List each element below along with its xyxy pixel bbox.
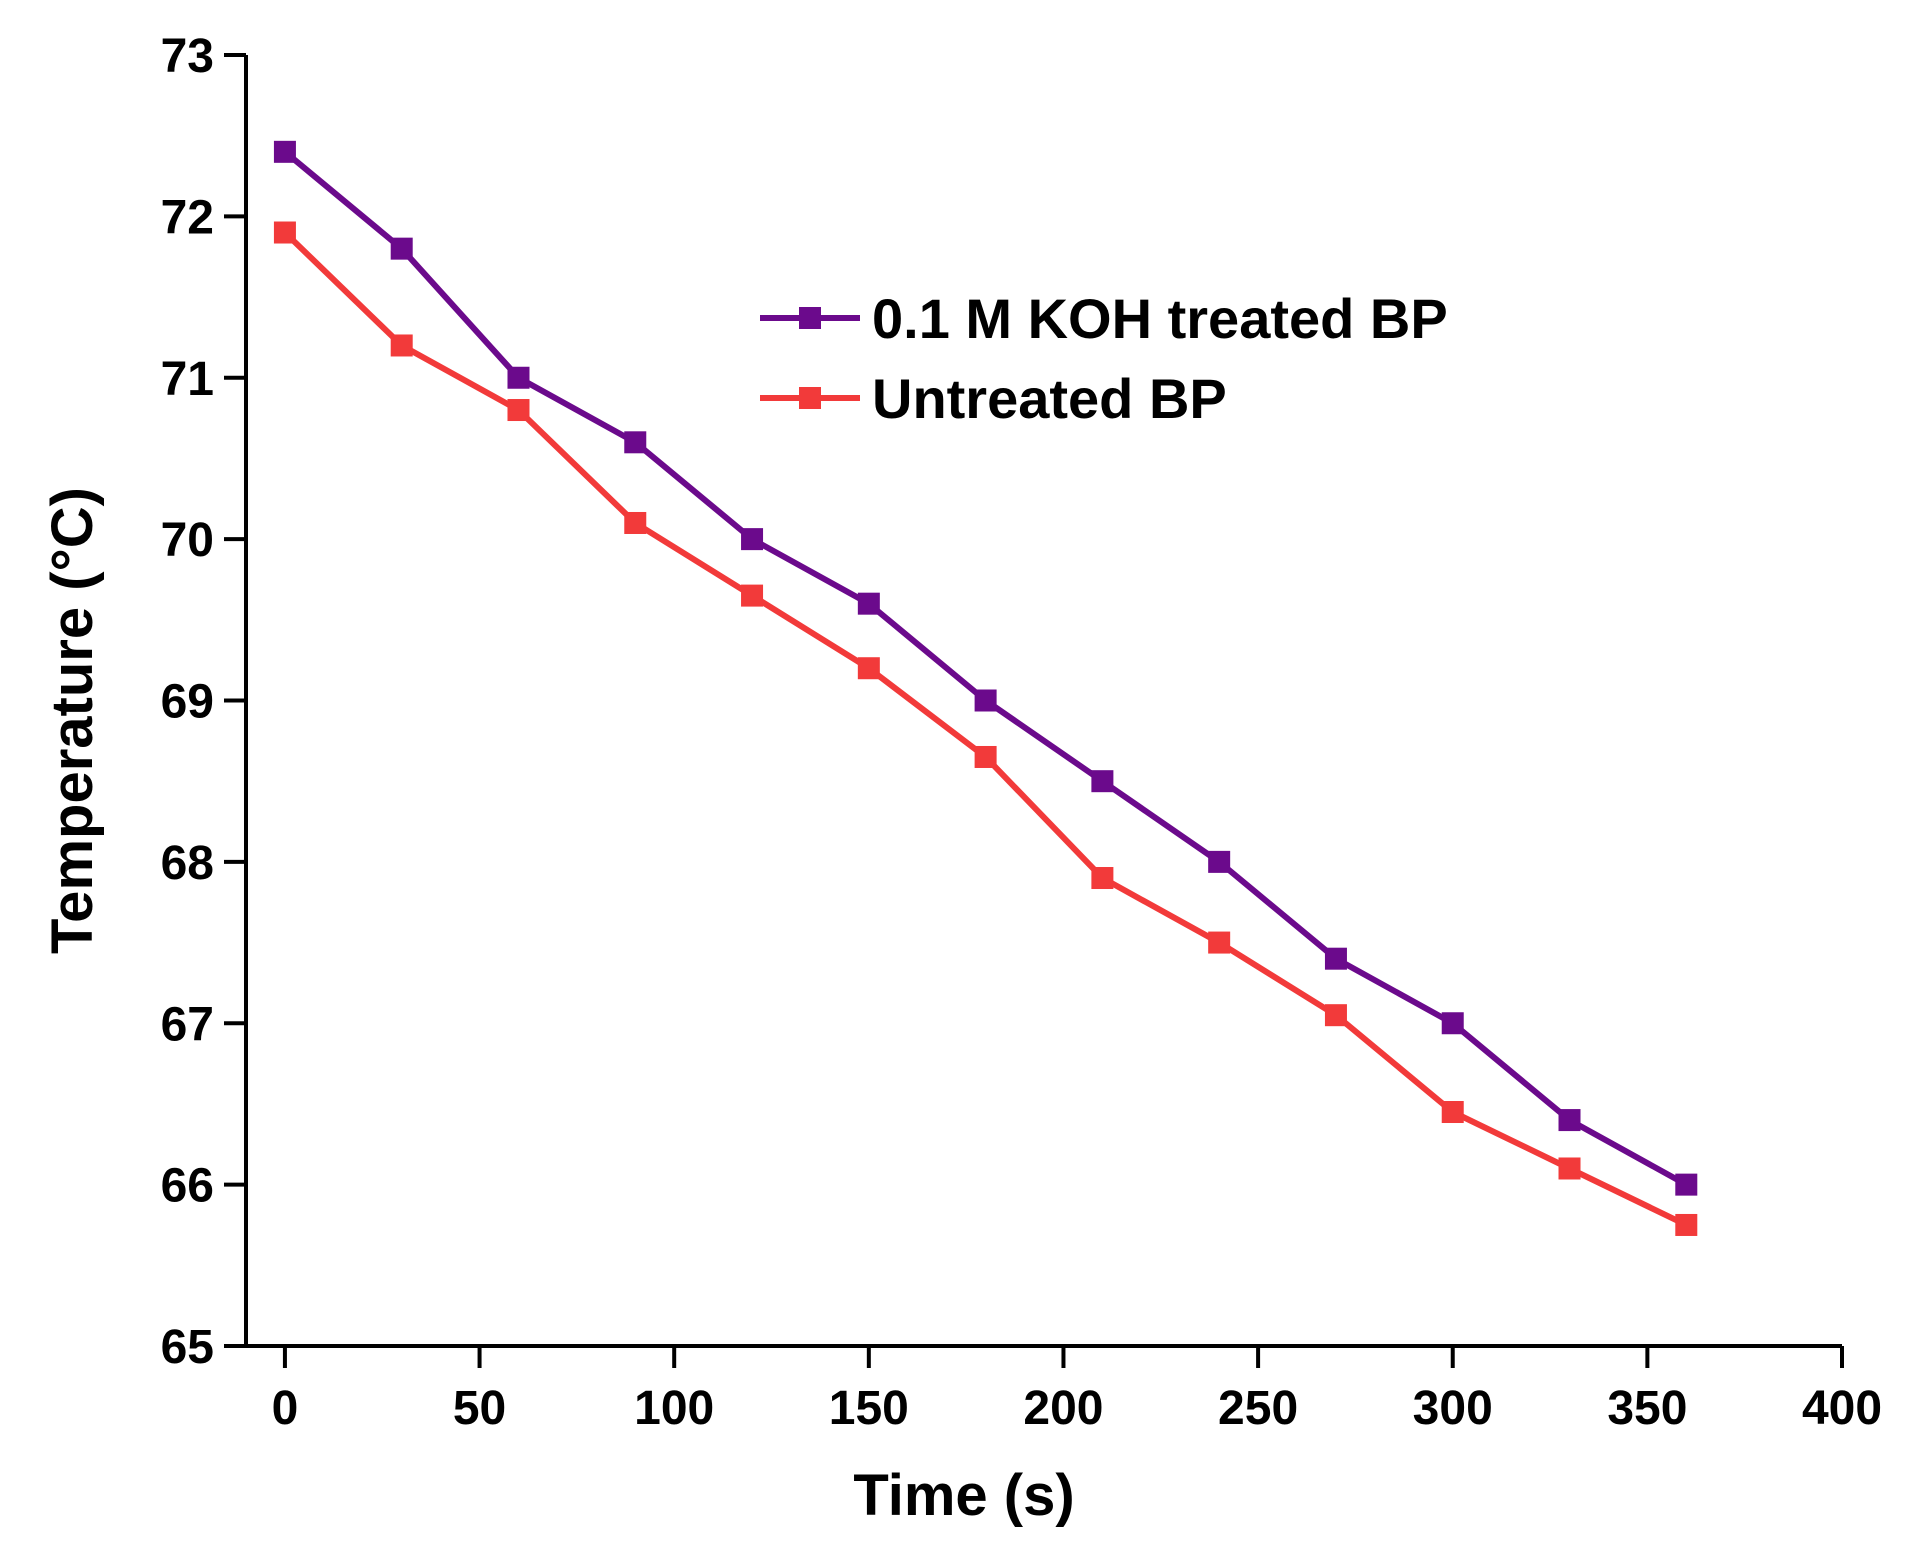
data-point [507,366,530,389]
data-point [1558,1109,1581,1132]
data-point [390,334,413,357]
x-tick-label: 350 [1607,1382,1687,1435]
x-tick-label: 400 [1802,1382,1882,1435]
data-point [1091,770,1114,793]
data-point [741,528,764,551]
y-tick-label: 65 [161,1321,214,1374]
data-point [273,140,296,163]
y-tick-label: 71 [161,353,214,406]
data-point [1675,1213,1698,1236]
x-tick-label: 150 [829,1382,909,1435]
data-point [1324,947,1347,970]
y-tick-label: 66 [161,1160,214,1213]
legend-swatch-marker-untreated [799,387,821,409]
x-axis-ticks: 0 50 100 150 200 250 300 350 400 [272,1346,1882,1435]
data-point [741,584,764,607]
data-point [1675,1173,1698,1196]
y-tick-label: 68 [161,837,214,890]
y-axis-title: Temperature (°C) [40,487,105,954]
x-tick-label: 50 [453,1382,506,1435]
x-axis-title: Time (s) [853,1463,1074,1528]
data-point [1208,931,1231,954]
y-axis-ticks: 65 66 67 68 69 70 71 72 73 [161,30,246,1374]
x-tick-label: 300 [1413,1382,1493,1435]
x-tick-label: 100 [634,1382,714,1435]
data-point [974,689,997,712]
data-point [507,399,530,422]
legend-label-untreated: Untreated BP [872,367,1227,430]
y-tick-label: 72 [161,191,214,244]
legend-swatch-marker-koh [799,307,821,329]
legend-label-koh: 0.1 M KOH treated BP [872,287,1448,350]
data-point [1558,1157,1581,1180]
data-point [1324,1004,1347,1027]
y-tick-label: 70 [161,514,214,567]
data-point [624,431,647,454]
data-point [857,657,880,680]
y-tick-label: 73 [161,30,214,83]
x-tick-label: 0 [272,1382,299,1435]
x-tick-label: 200 [1023,1382,1103,1435]
data-point [1208,850,1231,873]
y-tick-label: 69 [161,676,214,729]
x-tick-label: 250 [1218,1382,1298,1435]
data-point [857,592,880,615]
data-point [624,511,647,534]
data-point [1441,1012,1464,1035]
data-point [273,221,296,244]
data-point [1441,1101,1464,1124]
series-layer [273,140,1698,1236]
data-point [974,745,997,768]
legend: 0.1 M KOH treated BP Untreated BP [760,287,1448,430]
data-point [390,237,413,260]
data-point [1091,867,1114,890]
y-tick-label: 67 [161,998,214,1051]
